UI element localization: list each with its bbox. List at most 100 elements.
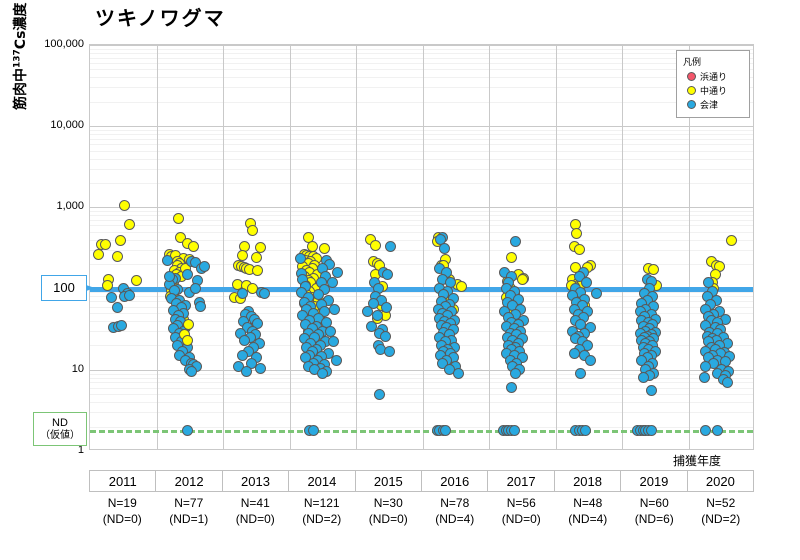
data-point: [194, 301, 206, 313]
sample-count-cell: N=77 (ND=1): [156, 495, 223, 535]
data-point: [198, 261, 210, 273]
data-point: [374, 388, 386, 400]
data-point: [172, 213, 184, 225]
data-point: [367, 298, 379, 310]
sample-count-n: N=52: [706, 496, 736, 510]
data-point: [124, 218, 136, 230]
data-point: [317, 368, 329, 379]
data-point: [318, 242, 330, 254]
data-point: [506, 382, 518, 394]
data-point: [506, 252, 518, 264]
gridline-vertical: [156, 45, 158, 449]
data-point: [247, 224, 259, 236]
data-point: [645, 424, 657, 436]
year-cell: 2012: [156, 471, 223, 491]
data-point: [370, 239, 382, 251]
data-point: [174, 231, 186, 243]
legend-item[interactable]: 会津: [687, 98, 744, 111]
data-point: [239, 334, 251, 346]
data-point: [382, 268, 394, 280]
data-point: [100, 239, 112, 251]
gridline-minor: [90, 215, 753, 217]
gridline-minor: [90, 52, 753, 54]
sample-count-n: N=30: [373, 496, 403, 510]
data-point: [318, 306, 330, 318]
gridline-minor: [90, 264, 753, 266]
data-point: [258, 288, 270, 300]
data-point: [516, 274, 528, 286]
data-point: [252, 264, 264, 276]
data-point: [510, 368, 522, 379]
sample-count-n: N=56: [506, 496, 536, 510]
sample-count-nd: (ND=1): [169, 512, 209, 527]
gridline-minor: [90, 296, 753, 298]
sample-count-n: N=60: [639, 496, 669, 510]
nd-callout-box: ND （仮値）: [33, 412, 87, 447]
nd-callout-sublabel: （仮値）: [40, 429, 80, 441]
gridline-minor: [90, 134, 753, 136]
sample-count-n: N=121: [303, 496, 340, 510]
legend-item[interactable]: 中通り: [687, 84, 744, 97]
year-cell: 2019: [621, 471, 688, 491]
data-point: [325, 325, 337, 337]
gridline-minor: [90, 211, 753, 213]
data-point: [698, 372, 710, 384]
data-point: [571, 227, 583, 239]
gridline-minor: [90, 377, 753, 379]
sample-count-cell: N=121 (ND=2): [289, 495, 356, 535]
gridline-minor: [90, 144, 753, 146]
gridline-minor: [90, 129, 753, 131]
reference-line-nd: [90, 430, 753, 434]
data-point: [115, 320, 127, 332]
data-point: [366, 321, 378, 333]
gridline-vertical: [289, 45, 291, 449]
data-point: [182, 319, 194, 331]
data-point: [645, 385, 657, 397]
gridline-minor: [90, 292, 753, 294]
y-axis-title-pre: 筋肉中: [13, 68, 29, 110]
gridline-minor: [90, 158, 753, 160]
gridline-vertical: [422, 45, 424, 449]
gridline-minor: [90, 150, 753, 152]
data-point: [254, 362, 266, 374]
gridline-minor: [90, 77, 753, 79]
sample-count-cell: N=48 (ND=4): [555, 495, 622, 535]
sample-count-n: N=78: [440, 496, 470, 510]
gridline-vertical: [622, 45, 623, 449]
sample-count-cell: N=19 (ND=0): [89, 495, 156, 535]
y-axis-tick-label: 10,000: [50, 119, 84, 132]
sample-count-nd: (ND=4): [568, 512, 608, 527]
year-cell: 2011: [90, 471, 157, 491]
sample-count-n: N=48: [573, 496, 603, 510]
data-point: [240, 366, 252, 378]
gridline-vertical: [489, 45, 490, 449]
data-point: [331, 266, 343, 278]
data-point: [385, 240, 397, 252]
gridline-minor: [90, 387, 753, 389]
y-axis-title: 筋肉中137Cs濃度（Bq/kg 生重量）: [10, 0, 30, 110]
limit-callout-box: 100: [41, 274, 95, 301]
gridline-minor: [90, 345, 753, 347]
legend-item[interactable]: 浜通り: [687, 70, 744, 83]
gridline-minor: [90, 373, 753, 375]
year-cell: 2013: [222, 471, 290, 491]
sample-count-cell: N=78 (ND=4): [422, 495, 489, 535]
year-cell: 2018: [554, 471, 622, 491]
gridline-minor: [90, 320, 753, 322]
legend-marker-icon: [687, 72, 696, 81]
data-point: [101, 280, 113, 292]
gridline-minor: [90, 426, 753, 428]
gridline-minor: [90, 225, 753, 227]
gridline-minor: [90, 394, 753, 396]
year-cell: 2017: [488, 471, 555, 491]
year-cell: 2020: [687, 471, 755, 491]
data-point: [584, 355, 596, 367]
year-cell: 2015: [355, 471, 423, 491]
sample-count-nd: (ND=2): [701, 512, 741, 527]
data-point: [124, 290, 136, 302]
sample-count-nd: (ND=0): [501, 512, 541, 527]
data-point: [237, 287, 249, 299]
gridline-minor: [90, 48, 753, 50]
data-point: [187, 240, 199, 252]
gridline-minor: [90, 101, 753, 103]
